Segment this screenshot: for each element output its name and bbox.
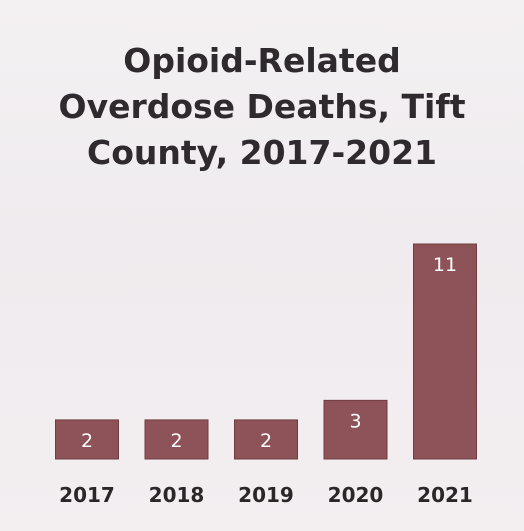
x-tick-2018: 2018 xyxy=(149,483,205,507)
x-tick-2020: 2020 xyxy=(328,483,384,507)
bar-2017 xyxy=(55,419,119,460)
bar-2021 xyxy=(413,243,477,460)
bar-2020 xyxy=(323,399,388,460)
data-label-2019: 2 xyxy=(260,430,272,452)
x-tick-2017: 2017 xyxy=(59,483,115,507)
chart-title-line-1: Opioid-Related xyxy=(123,41,401,80)
data-label-2021: 11 xyxy=(433,254,457,276)
chart-title: Opioid-Related Overdose Deaths, Tift Cou… xyxy=(0,38,524,176)
bar-2018 xyxy=(144,419,209,460)
bar-2019 xyxy=(234,419,298,460)
x-tick-2019: 2019 xyxy=(238,483,294,507)
data-label-2018: 2 xyxy=(170,430,182,452)
x-tick-2021: 2021 xyxy=(417,483,473,507)
chart-title-line-3: County, 2017-2021 xyxy=(86,133,437,172)
data-labels-group: 2 2 2 3 11 xyxy=(81,254,457,452)
chart-title-line-2: Overdose Deaths, Tift xyxy=(58,87,466,126)
data-label-2017: 2 xyxy=(81,430,93,452)
x-tick-labels-group: 2017 2018 2019 2020 2021 xyxy=(59,483,473,507)
data-label-2020: 3 xyxy=(349,410,361,432)
bars-group xyxy=(55,243,477,460)
